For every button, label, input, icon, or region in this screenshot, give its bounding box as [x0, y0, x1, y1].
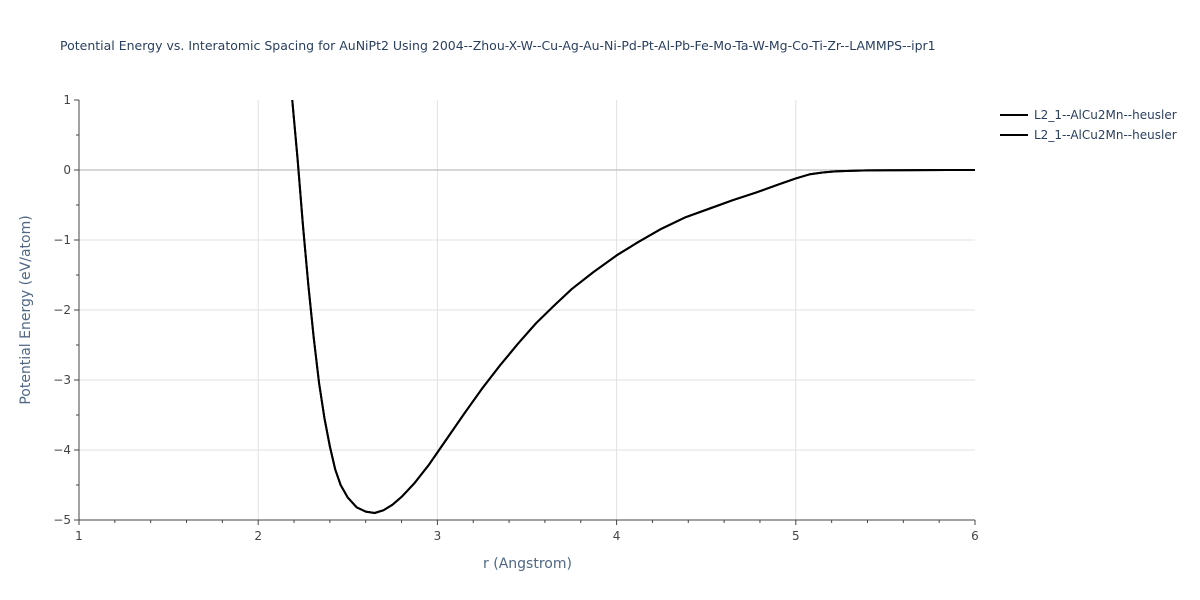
- plot-area: [291, 100, 975, 514]
- y-tick-label: −5: [53, 513, 71, 527]
- x-tick-label: 3: [434, 529, 442, 543]
- legend-label: L2_1--AlCu2Mn--heusler: [1034, 128, 1177, 142]
- axes: [74, 99, 976, 525]
- y-tick-label: 0: [63, 163, 71, 177]
- x-tick-label: 2: [254, 529, 262, 543]
- chart-title: Potential Energy vs. Interatomic Spacing…: [60, 38, 936, 53]
- x-axis-label: r (Angstrom): [483, 556, 572, 572]
- y-tick-labels: 1 0 −1 −2 −3 −4 −5: [53, 93, 71, 527]
- y-tick-label: −3: [53, 373, 71, 387]
- x-tick-label: 5: [792, 529, 800, 543]
- x-tick-label: 4: [613, 529, 621, 543]
- legend-item-1[interactable]: L2_1--AlCu2Mn--heusler: [1000, 108, 1177, 122]
- grid: [79, 100, 975, 520]
- y-tick-label: −2: [53, 303, 71, 317]
- legend-item-2[interactable]: L2_1--AlCu2Mn--heusler: [1000, 128, 1177, 142]
- series-line-2: [291, 100, 975, 514]
- x-tick-label: 6: [971, 529, 979, 543]
- y-tick-label: −4: [53, 443, 71, 457]
- legend[interactable]: L2_1--AlCu2Mn--heusler L2_1--AlCu2Mn--heu…: [1000, 108, 1177, 142]
- y-tick-label: −1: [53, 233, 71, 247]
- x-tick-labels: 1 2 3 4 5 6: [75, 529, 979, 543]
- y-tick-label: 1: [63, 93, 71, 107]
- y-axis-label: Potential Energy (eV/atom): [18, 215, 34, 404]
- series-line-1: [291, 100, 975, 514]
- x-tick-label: 1: [75, 529, 83, 543]
- legend-label: L2_1--AlCu2Mn--heusler: [1034, 108, 1177, 122]
